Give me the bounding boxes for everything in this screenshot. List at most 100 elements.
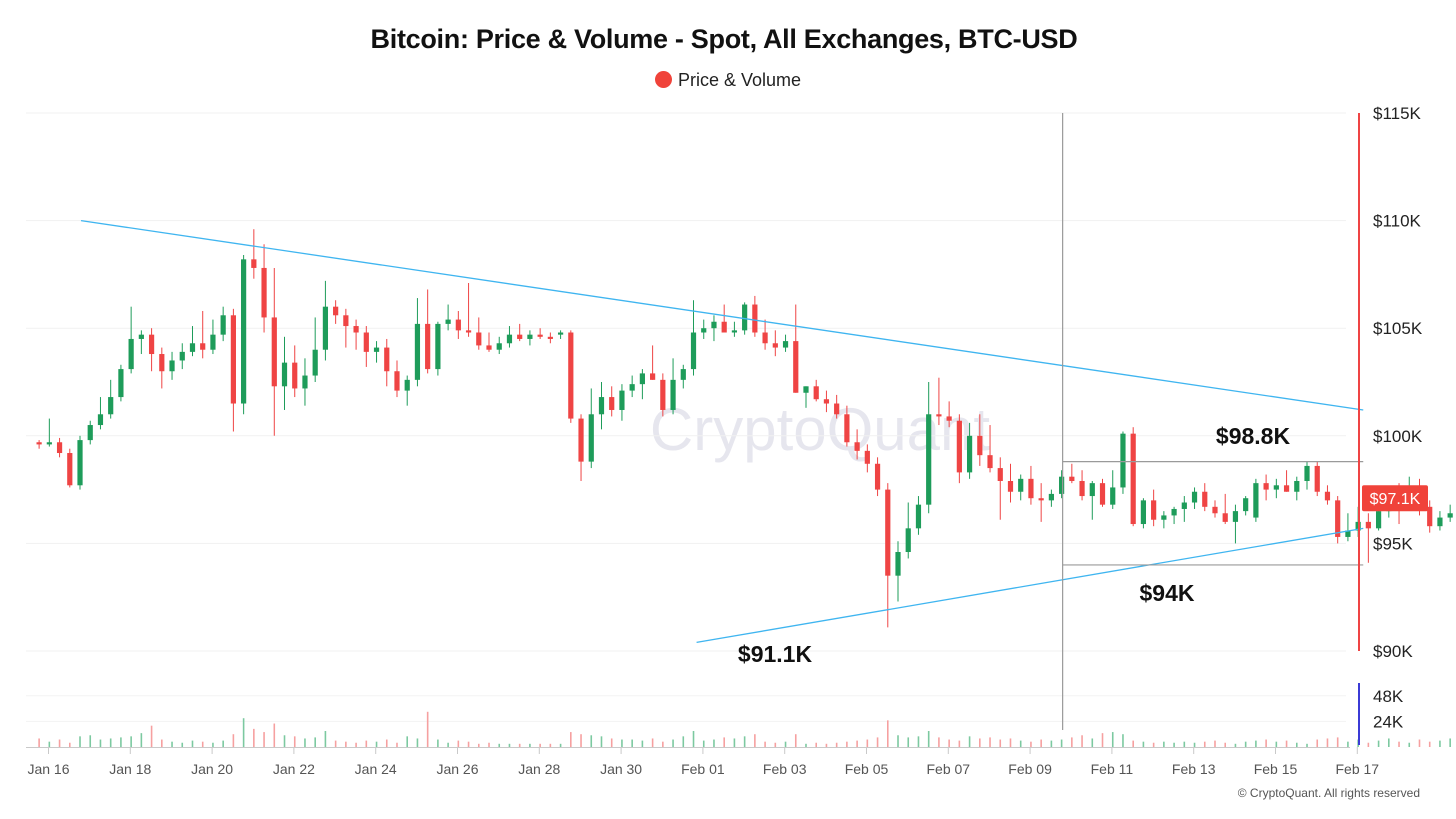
candle-body <box>1263 483 1269 490</box>
candle-body <box>200 343 206 350</box>
candle-body <box>772 343 778 348</box>
candle-body <box>1447 513 1453 518</box>
candle-body <box>823 399 830 404</box>
candle-body <box>1365 521 1371 529</box>
candle-body <box>496 343 502 350</box>
candle-body <box>997 468 1003 481</box>
price-tick-label: $110K <box>1373 212 1422 231</box>
candle-body <box>77 440 83 486</box>
candle-body <box>864 450 870 464</box>
candle-body <box>292 362 298 389</box>
x-tick-label: Feb 15 <box>1254 761 1298 777</box>
candle-body <box>1130 433 1136 525</box>
candle-body <box>1089 483 1095 497</box>
candle-body <box>629 384 635 391</box>
candle-body <box>465 330 472 333</box>
candle-body <box>343 315 349 327</box>
candle-body <box>895 552 901 576</box>
candle-body <box>793 341 799 393</box>
candle-body <box>118 369 124 398</box>
candle-body <box>506 334 513 344</box>
volume-bars <box>38 711 1451 747</box>
price-tick-label: $105K <box>1373 319 1423 338</box>
candle-body <box>56 442 63 454</box>
candle-body <box>537 334 543 337</box>
candle-body <box>384 347 390 372</box>
candle-body <box>946 416 952 421</box>
candle-body <box>721 321 727 333</box>
x-tick-label: Feb 03 <box>763 761 807 777</box>
candle-body <box>1253 483 1259 518</box>
candle-body <box>322 306 329 350</box>
candle-body <box>353 326 359 333</box>
copyright-text: © CryptoQuant. All rights reserved <box>1237 786 1420 800</box>
candle-body <box>578 418 584 462</box>
candle-body <box>455 319 461 331</box>
candle-body <box>404 379 410 391</box>
price-tick-label: $115K <box>1373 104 1422 123</box>
candle-body <box>670 379 676 410</box>
candle-body <box>1018 478 1024 492</box>
candle-body <box>486 345 492 350</box>
candle-body <box>394 371 400 391</box>
candle-body <box>1069 476 1075 481</box>
candle-body <box>1048 493 1054 501</box>
candle-body <box>844 414 850 443</box>
candle-body <box>956 420 962 473</box>
candle-body <box>1181 502 1187 509</box>
candle-body <box>588 414 594 462</box>
candle-body <box>189 343 196 352</box>
candle-body <box>1038 498 1044 501</box>
candle-body <box>271 317 277 387</box>
candle-body <box>230 315 236 404</box>
trendline-upper <box>80 219 1364 411</box>
candle-body <box>598 397 605 415</box>
annotation-label: $98.8K <box>1216 423 1291 449</box>
candle-body <box>1059 476 1065 494</box>
candle-body <box>414 323 421 380</box>
candle-body <box>302 375 308 389</box>
price-tick-label: $100K <box>1373 427 1423 446</box>
candle-body <box>936 414 942 417</box>
candle-body <box>752 304 758 333</box>
candle-body <box>67 453 73 486</box>
chart-legend[interactable]: Price & Volume <box>0 70 1456 91</box>
candle-body <box>241 259 247 404</box>
candle-body <box>660 379 666 410</box>
x-tick-label: Jan 22 <box>273 761 315 777</box>
candle-body <box>1110 487 1116 505</box>
x-tick-label: Jan 28 <box>518 761 560 777</box>
candle-body <box>1437 517 1443 527</box>
candle-body <box>1243 498 1249 512</box>
candle-body <box>885 489 891 576</box>
candle-body <box>1099 483 1106 505</box>
x-tick-label: Jan 20 <box>191 761 233 777</box>
candle-body <box>1304 465 1310 481</box>
x-tick-label: Feb 09 <box>1008 761 1052 777</box>
candle-body <box>1314 465 1320 492</box>
candle-body <box>148 334 155 355</box>
current-price-badge <box>1362 485 1428 512</box>
candle-body <box>108 397 114 415</box>
candle-body <box>1273 485 1279 490</box>
candle-body <box>834 403 840 415</box>
candle-body <box>915 504 922 529</box>
candle-body <box>97 414 104 426</box>
candle-body <box>1283 485 1290 492</box>
candle-body <box>1191 491 1198 503</box>
candle-body <box>639 373 645 385</box>
candle-body <box>445 319 451 324</box>
chart-title: Bitcoin: Price & Volume - Spot, All Exch… <box>370 24 1078 54</box>
candle-body <box>1335 500 1341 537</box>
candle-body <box>557 332 564 335</box>
x-tick-label: Jan 30 <box>600 761 642 777</box>
candle-body <box>363 332 369 352</box>
candle-body <box>977 435 983 456</box>
candle-body <box>1375 511 1382 529</box>
candle-body <box>1232 511 1239 522</box>
candle-body <box>874 463 881 490</box>
candle-body <box>281 362 288 387</box>
candle-body <box>547 336 553 339</box>
candle-body <box>1212 506 1218 514</box>
annotation-label: $91.1K <box>738 641 813 667</box>
